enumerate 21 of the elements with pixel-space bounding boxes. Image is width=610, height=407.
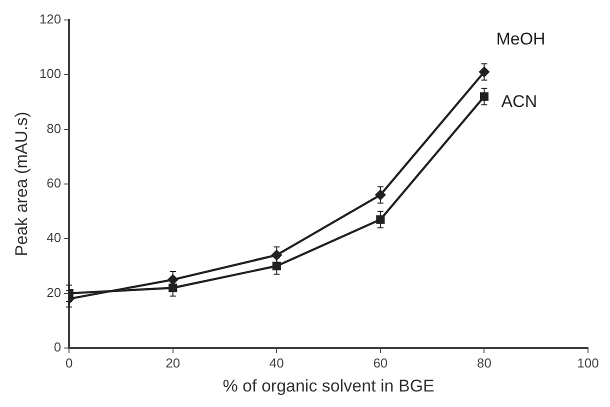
y-tick-label: 100 [39,66,62,82]
x-tick-label: 60 [373,355,388,370]
y-tick-label: 20 [46,284,62,300]
x-tick-label: 0 [65,355,73,370]
y-axis-title: Peak area (mAU.s) [12,112,31,256]
y-tick-label: 40 [46,230,62,246]
point [376,215,385,224]
point [272,262,281,270]
x-axis-title: % of organic solvent in BGE [222,376,434,396]
x-tick-label: 80 [476,355,492,370]
series-label: ACN [501,92,538,112]
y-tick-label: 120 [39,12,62,27]
x-tick-label: 20 [166,355,180,370]
x-tick-label: 100 [577,355,599,370]
y-tick-label: 80 [46,120,62,136]
point [375,190,386,200]
x-tick-label: 40 [269,355,284,370]
y-tick-label: 60 [46,176,62,191]
series-label: MeOH [496,30,546,49]
point [480,92,488,101]
y-tick-label: 0 [54,340,62,355]
